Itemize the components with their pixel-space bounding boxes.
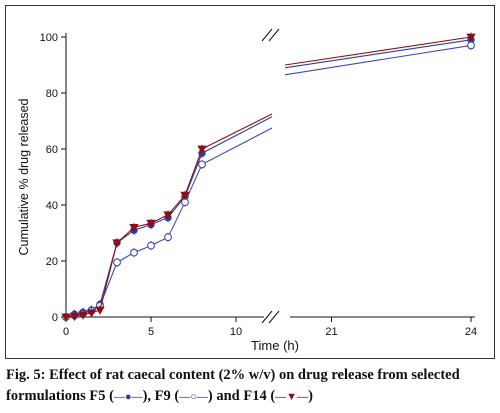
chart-series (61, 32, 476, 322)
data-point-f9 (147, 241, 155, 250)
caption-text: Effect of rat caecal content (2% w/v) on… (6, 367, 460, 404)
data-point-f14 (146, 219, 156, 229)
chart-axes: 0 20 40 60 80 100 0 5 10 21 24 (40, 28, 477, 338)
data-point-f9 (467, 41, 475, 50)
data-point-f14 (129, 224, 139, 233)
x-axis-label: Time (h) (251, 338, 299, 353)
caption-text-2: ), F9 ( (142, 388, 180, 404)
axis-break-mark (261, 28, 273, 42)
data-point-f14 (112, 239, 122, 248)
y-tick-label: 20 (46, 256, 58, 268)
release-chart: 0 20 40 60 80 100 0 5 10 21 24 Cumulative % drug r… (17, 28, 477, 353)
y-tick-label: 80 (46, 88, 58, 100)
y-tick-label: 100 (40, 32, 58, 44)
data-point-f14 (180, 191, 190, 201)
data-point-f14 (466, 33, 476, 42)
data-point-f9 (164, 233, 172, 242)
legend-f14-symbol-icon: —▼— (275, 391, 309, 403)
legend-f9-symbol-icon: —○— (179, 391, 208, 403)
axis-break-mark (261, 310, 273, 324)
x-tick-label: 21 (325, 326, 337, 338)
x-tick-label: 5 (148, 326, 154, 338)
series-f9-line-left (65, 127, 273, 318)
data-point-f9 (198, 160, 206, 169)
data-point-f14 (163, 211, 173, 220)
x-tick-label: 0 (63, 326, 69, 338)
y-tick-label: 0 (52, 312, 58, 324)
x-tick-label: 24 (465, 326, 477, 338)
data-point-f14 (78, 311, 88, 320)
series-f9 (62, 40, 475, 322)
caption-figure-label: Fig. 5: (6, 367, 46, 383)
data-point-f9 (113, 258, 121, 267)
series-f14 (61, 32, 476, 322)
data-point-f14 (61, 313, 71, 322)
x-tick-label: 10 (230, 326, 242, 338)
legend-f5-symbol-icon: —●— (113, 391, 143, 403)
axis-break-mark (268, 310, 280, 324)
data-point-f9 (130, 248, 138, 257)
series-f14-line-right (284, 36, 472, 66)
axis-break-mark (268, 28, 280, 42)
series-f5 (62, 35, 475, 322)
data-point-f14 (95, 306, 105, 315)
series-f5-line-right (284, 39, 472, 69)
data-point-f14 (197, 145, 207, 154)
y-tick-label: 60 (46, 144, 58, 156)
y-tick-label: 40 (46, 200, 58, 212)
series-f9-line-right (284, 44, 472, 76)
data-point-f14 (69, 312, 80, 321)
y-axis-label: Cumulative % drug released (17, 98, 31, 255)
figure-frame (5, 5, 495, 359)
data-point-f14 (86, 309, 97, 318)
caption-text-4: ) (308, 388, 313, 404)
figure-caption: Fig. 5: Effect of rat caecal content (2%… (6, 365, 496, 408)
caption-text-3: ) and F14 ( (207, 388, 276, 404)
